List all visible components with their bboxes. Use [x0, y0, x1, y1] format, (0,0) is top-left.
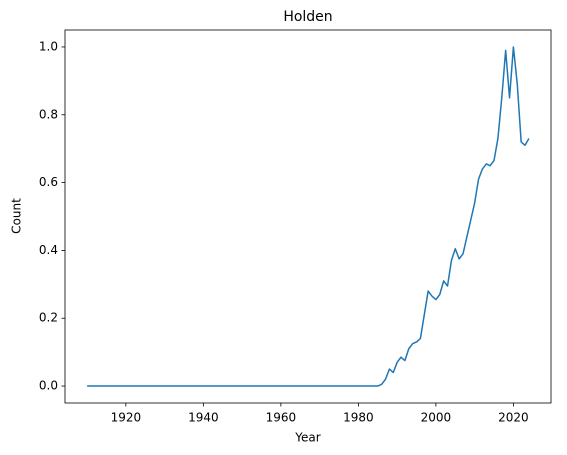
x-tick-label: 2000 [421, 411, 452, 425]
y-tick-label: 0.6 [39, 175, 58, 189]
x-tick-label: 1920 [111, 411, 142, 425]
x-tick-label: 1940 [188, 411, 219, 425]
y-tick-label: 0.0 [39, 379, 58, 393]
y-tick-label: 1.0 [39, 39, 58, 53]
x-tick-label: 1980 [343, 411, 374, 425]
chart-title: Holden [283, 9, 332, 25]
axes-frame [64, 29, 552, 404]
x-axis-label: Year [294, 431, 320, 445]
y-tick-label: 0.8 [39, 107, 58, 121]
data-line [87, 46, 530, 387]
x-tick-label: 1960 [266, 411, 297, 425]
y-tick-label: 0.2 [39, 311, 58, 325]
y-axis-label: Count [10, 198, 24, 234]
x-tick-label: 2020 [498, 411, 529, 425]
y-tick-label: 0.4 [39, 243, 58, 257]
